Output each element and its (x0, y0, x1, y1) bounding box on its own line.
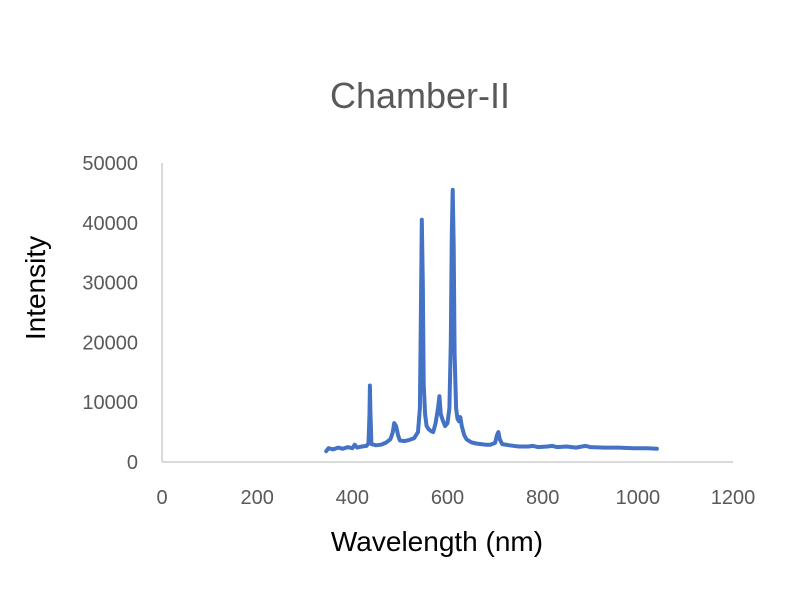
y-tick-label: 20000 (82, 332, 138, 354)
series-group (324, 187, 659, 454)
y-tick-label: 30000 (82, 273, 138, 295)
y-tick-label: 40000 (82, 213, 138, 235)
y-tick-label: 10000 (82, 392, 138, 414)
y-tick-label: 0 (127, 452, 138, 474)
y-tick-labels: 0 10000 20000 30000 40000 50000 (82, 153, 138, 474)
series-line (324, 187, 659, 454)
y-tick-label: 50000 (82, 153, 138, 175)
x-tick-label: 1000 (616, 487, 661, 509)
x-tick-label: 0 (156, 487, 167, 509)
y-axis-label: Intensity (20, 236, 51, 340)
x-tick-labels: 0 200 400 600 800 1000 1200 (156, 487, 755, 509)
x-tick-label: 600 (431, 487, 464, 509)
x-tick-label: 1200 (711, 487, 756, 509)
x-tick-label: 400 (336, 487, 369, 509)
chart-title: Chamber-II (330, 75, 510, 116)
x-tick-label: 800 (526, 487, 559, 509)
x-tick-label: 200 (240, 487, 273, 509)
x-axis-label: Wavelength (nm) (331, 526, 543, 557)
